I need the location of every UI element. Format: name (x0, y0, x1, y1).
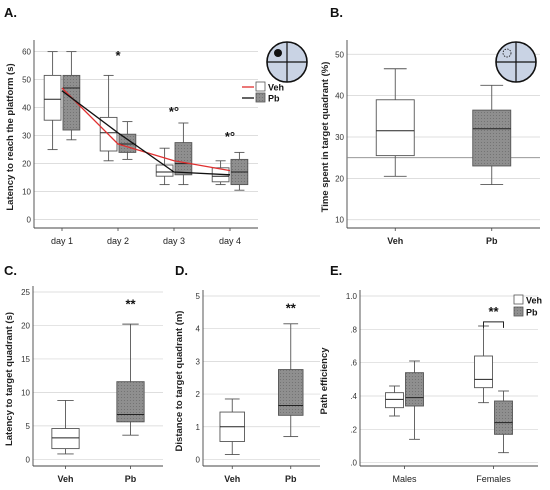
y-tick-label: 5 (196, 292, 201, 301)
box-pb-2-box (174, 142, 193, 176)
y-tick-label: 2 (196, 390, 201, 399)
x-tick-label: day 1 (51, 236, 73, 246)
mean-line-pb (61, 90, 231, 176)
box-pb-box (472, 109, 512, 167)
mean-line-veh (61, 87, 231, 172)
box-veh-box (51, 428, 80, 450)
legend-label: Pb (268, 94, 280, 104)
y-tick-label: 50 (22, 76, 31, 85)
box-veh-box (375, 99, 415, 157)
y-tick-label: 10 (335, 216, 344, 225)
x-tick-label: day 3 (163, 236, 185, 246)
box-veh-0-box (385, 392, 404, 409)
x-tick-label: Veh (387, 236, 403, 246)
x-tick-label: Veh (57, 474, 73, 484)
y-tick-label: 25 (21, 288, 30, 297)
panel-label: B. (330, 5, 343, 20)
chart-d (202, 290, 320, 469)
significance-marker: ** (488, 304, 499, 319)
x-tick-label: day 4 (219, 236, 241, 246)
y-tick-label: 30 (22, 132, 31, 141)
box-pb-1-box (494, 400, 513, 435)
y-tick-label: 60 (22, 48, 31, 57)
significance-marker: *° (225, 129, 235, 144)
significance-marker: * (115, 48, 121, 63)
y-tick-label: 1.0 (346, 292, 358, 301)
legend-swatch-veh (255, 81, 266, 92)
y-tick-label: 10 (21, 388, 30, 397)
box-pb-box (278, 369, 304, 416)
y-tick-label: 10 (22, 188, 31, 197)
y-tick-label: 50 (335, 50, 344, 59)
chart-b (346, 40, 540, 231)
legend-swatch-pb (255, 92, 266, 103)
x-tick-label: Pb (285, 474, 297, 484)
significance-marker: ** (125, 297, 136, 312)
panel-label: C. (4, 263, 17, 278)
y-axis-label: Latency to reach the platform (s) (5, 63, 16, 210)
y-tick-label: .2 (350, 425, 357, 434)
x-tick-label: day 2 (107, 236, 129, 246)
x-tick-label: Veh (224, 474, 240, 484)
y-tick-label: 3 (196, 357, 201, 366)
y-axis-label: Distance to target quadrant (m) (174, 311, 185, 452)
maze-icon-a (266, 41, 308, 83)
x-tick-label: Females (476, 474, 511, 484)
chart-a (33, 40, 258, 231)
box-veh-2-box (155, 164, 174, 177)
y-tick-label: 20 (21, 321, 30, 330)
box-veh-1-box (474, 355, 493, 389)
box-pb-box (116, 381, 145, 423)
significance-marker: *° (169, 104, 179, 119)
panel-label: D. (175, 263, 188, 278)
x-tick-label: Pb (486, 236, 498, 246)
y-tick-label: 0 (26, 455, 31, 464)
y-axis-label: Latency to target quadrant (s) (4, 312, 15, 446)
significance-marker: ** (286, 300, 297, 315)
y-tick-label: 0 (196, 455, 201, 464)
legend-label: Veh (526, 296, 542, 306)
panel-label: E. (330, 263, 342, 278)
y-tick-label: .6 (350, 359, 357, 368)
y-tick-label: 30 (335, 133, 344, 142)
y-tick-label: 15 (21, 355, 30, 364)
y-tick-label: .8 (350, 325, 357, 334)
y-tick-label: 5 (26, 422, 31, 431)
x-tick-label: Males (392, 474, 417, 484)
y-tick-label: .4 (350, 392, 357, 401)
y-tick-label: .0 (350, 459, 357, 468)
y-tick-label: 20 (335, 174, 344, 183)
y-tick-label: 20 (22, 160, 31, 169)
y-tick-label: 40 (22, 104, 31, 113)
legend-swatch-veh (513, 294, 524, 305)
y-axis-label: Path efficiency (319, 347, 330, 415)
box-pb-0-box (405, 372, 424, 407)
maze-icon-b (495, 41, 537, 83)
y-axis-label: Time spent in target quadrant (%) (320, 62, 331, 213)
y-tick-label: 4 (196, 325, 201, 334)
chart-c (32, 286, 163, 469)
legend-swatch-pb (513, 306, 524, 317)
y-tick-label: 1 (196, 423, 201, 432)
y-tick-label: 0 (27, 216, 32, 225)
legend-label: Pb (526, 308, 538, 318)
panel-label: A. (4, 5, 17, 20)
box-pb-0-box (62, 74, 81, 131)
y-tick-label: 40 (335, 92, 344, 101)
legend-label: Veh (268, 83, 284, 93)
box-veh-0-box (43, 74, 62, 121)
x-tick-label: Pb (125, 474, 137, 484)
significance-bracket (483, 321, 504, 328)
chart-e (359, 290, 538, 469)
